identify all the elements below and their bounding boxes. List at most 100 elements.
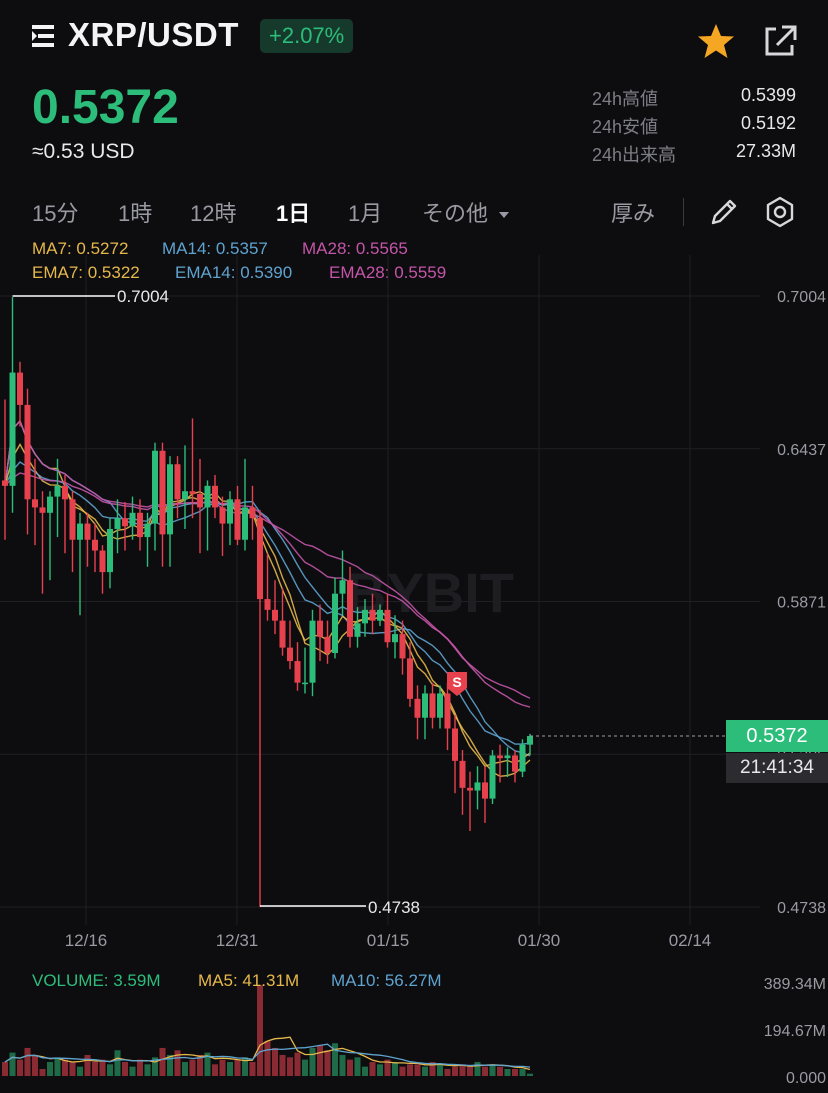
candle-body [84,523,91,540]
candle-body [429,693,436,718]
ma14-label: MA14: 0.5357 [162,239,268,258]
volume-axis-label: 194.67M [764,1023,826,1040]
tab-more[interactable]: その他 [422,196,510,228]
menu-icon[interactable] [32,24,60,48]
candle-body [489,755,496,799]
tab-1d[interactable]: 1日 [276,201,311,226]
volume-bar [264,1040,271,1076]
candle-body [54,485,61,497]
stat-high-label: 24h高値 [592,89,659,109]
volume-bar [467,1066,473,1076]
pair-title[interactable]: XRP/USDT [68,16,239,53]
tab-1mo[interactable]: 1月 [348,201,383,226]
volume-bar [459,1064,466,1076]
volume-bar [257,985,263,1076]
volume-bar [24,1047,31,1076]
volume-ma5-line [4,1036,531,1071]
candle-body [159,450,166,535]
volume-bar [287,1057,293,1076]
volume-bar [294,1052,301,1076]
candle-body [62,485,68,500]
candle-body [414,698,421,718]
candle-body [174,464,181,500]
candle-body [122,518,128,527]
candle-body [309,620,316,683]
candle-body [9,372,16,486]
tab-depth[interactable]: 厚み [611,201,656,226]
volume-bar [77,1066,83,1076]
volume-axis-label: 389.34M [764,976,826,993]
candle-body [459,760,466,788]
volume-bar [182,1061,188,1076]
volume-bar [437,1064,443,1076]
x-axis-label: 01/30 [518,931,561,950]
volume-bar [489,1064,496,1076]
candle-body [137,512,143,538]
ema14-label: EMA14: 0.5390 [175,263,293,282]
markers: 0.7004 0.4738 S [12,287,726,917]
volume-bar [39,1068,46,1076]
candle-body [264,599,271,610]
ma28-label: MA28: 0.5565 [302,239,408,258]
volume-bar [32,1054,38,1076]
caret-down-icon [499,212,510,219]
volume-ma10-line [4,1043,531,1068]
volume-bar [302,1059,308,1076]
volume-bar [324,1050,331,1076]
volume-bar [174,1050,181,1076]
low-marker-label: 0.4738 [368,898,420,917]
candle-body [204,485,211,508]
candle-body [324,636,331,654]
candle-body [369,609,376,621]
candle-body [384,609,391,643]
volume-bar [129,1066,136,1076]
tab-15m[interactable]: 15分 [32,201,79,226]
volume-bar [504,1068,511,1076]
high-marker-label: 0.7004 [117,287,169,306]
pencil-icon[interactable] [708,196,740,228]
candle-body [422,693,428,718]
candle-body [249,507,256,519]
volume-bar [189,1059,196,1076]
tab-1h[interactable]: 1時 [118,201,153,226]
volume-bar [92,1061,98,1076]
stat-volume-value: 27.33M [735,141,796,161]
candle-body [512,755,518,772]
x-axis-label: 12/31 [216,931,259,950]
volume-bar [227,1061,233,1076]
share-icon[interactable] [762,24,798,58]
volume-bar [47,1061,53,1076]
candle-body [347,580,353,637]
settings-icon[interactable] [764,196,796,228]
candle-body [317,620,323,637]
volume-bar [392,1061,398,1076]
candle-body [354,623,361,637]
volume-bar [279,1054,286,1076]
sell-marker [447,672,467,696]
volume-bar [242,1057,248,1076]
volume-bar [114,1050,121,1076]
volume-bar [519,1068,526,1076]
volume-bar [99,1059,106,1076]
candle-body [482,782,488,799]
candle-body [362,609,368,624]
candle-body [39,507,46,513]
volume-ma10-label: MA10: 56.27M [331,971,442,990]
x-axis-label: 01/15 [367,931,410,950]
volume-bar [362,1066,368,1076]
ma7-label: MA7: 0.5272 [32,239,129,258]
candle-body [234,499,241,540]
tab-12h[interactable]: 12時 [190,201,237,226]
y-axis-label: 0.7004 [777,289,826,306]
candle-body [377,609,383,621]
candle-body [107,528,113,573]
volume-bar [122,1061,128,1076]
candle-body [24,404,31,500]
volume-bar [219,1059,226,1076]
star-icon[interactable] [696,22,736,60]
candle-body [437,693,443,718]
volume-bar [2,1061,8,1076]
ema28-line [4,472,531,708]
candle-body [69,499,76,540]
